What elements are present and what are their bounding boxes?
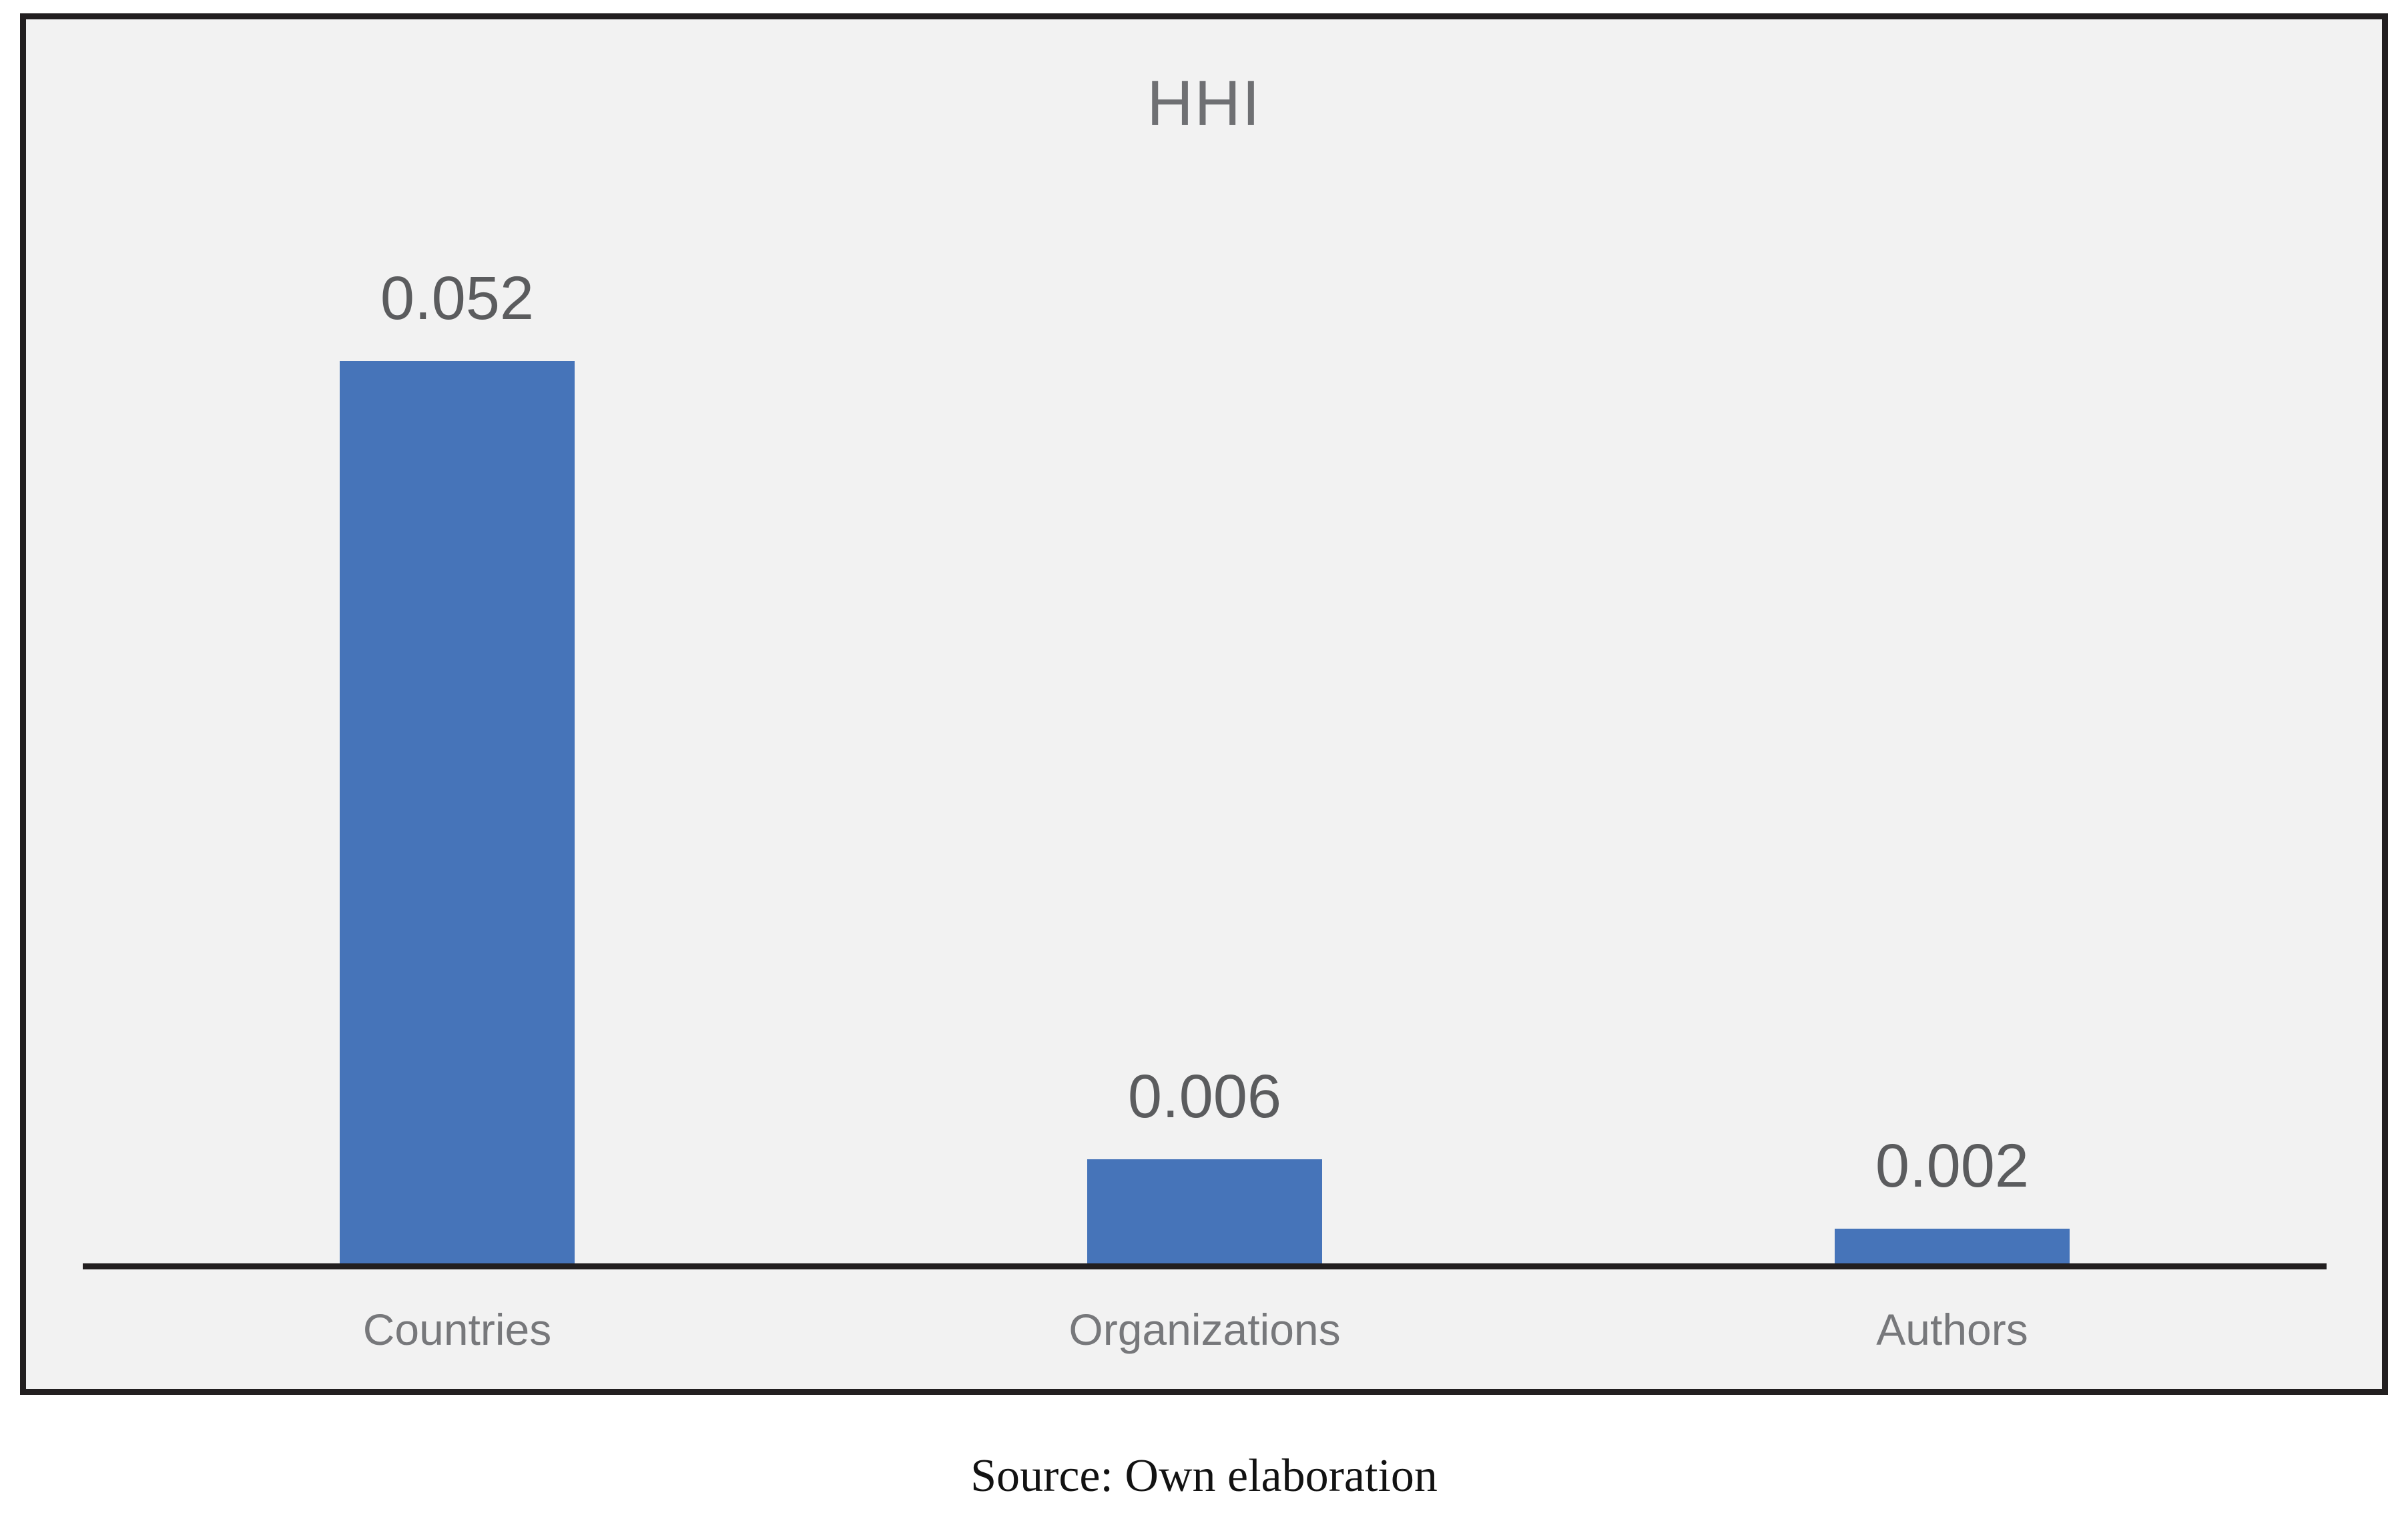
source-caption: Source: Own elaboration (970, 1450, 1438, 1502)
category-label-organizations: Organizations (1069, 1305, 1341, 1354)
chart-frame: HHI 0.052 Countries 0.006 Organizations 0.00… (20, 13, 2388, 1395)
data-label-countries: 0.052 (380, 264, 535, 332)
data-label-authors: 0.002 (1875, 1132, 2030, 1200)
plot-area: 0.052 Countries 0.006 Organizations 0.002 Aut… (26, 19, 2382, 1389)
chart-title: HHI (1147, 67, 1261, 139)
data-label-organizations: 0.006 (1127, 1063, 1282, 1131)
category-label-countries: Countries (362, 1305, 552, 1354)
x-axis-line (83, 1263, 2327, 1269)
category-label-authors: Authors (1876, 1305, 2028, 1354)
bar-authors (1835, 1229, 2070, 1263)
bar-countries (340, 361, 575, 1263)
bar-organizations (1087, 1159, 1322, 1263)
